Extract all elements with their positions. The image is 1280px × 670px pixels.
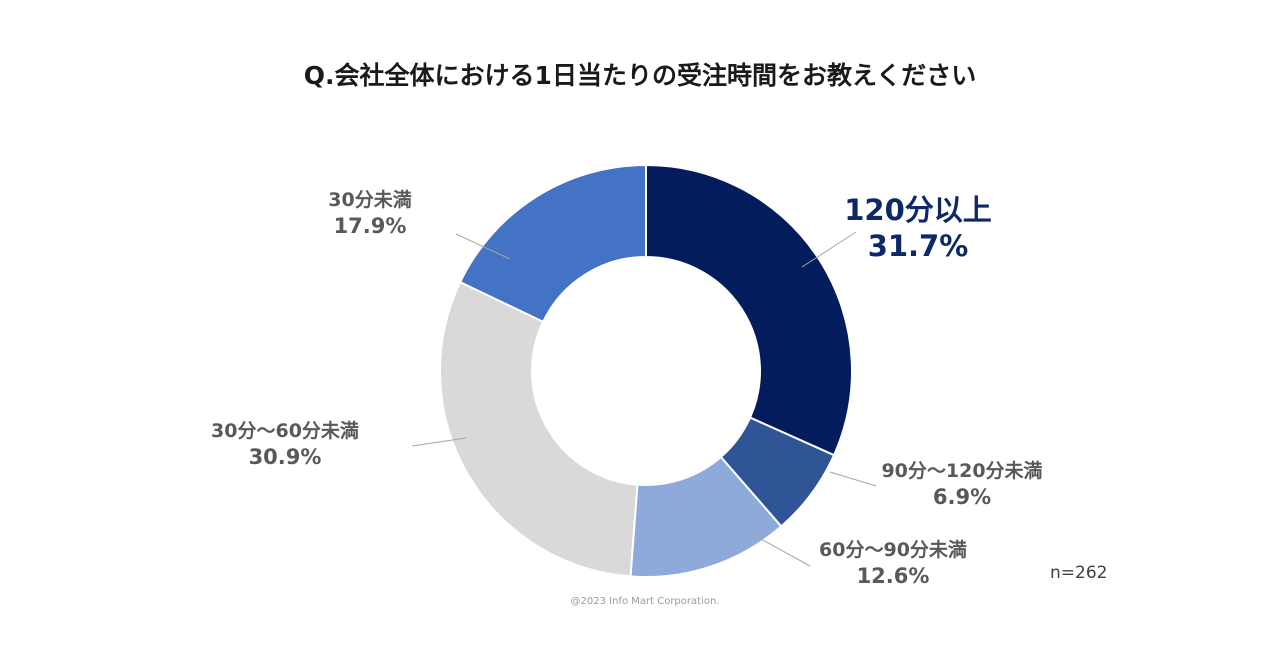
leader-line-90-120min <box>829 471 877 487</box>
label-30-60min-name: 30分〜60分未満 <box>211 420 359 442</box>
label-90-120min: 90分〜120分未満 6.9% <box>878 459 1046 511</box>
label-60-90min: 60分〜90分未満 12.6% <box>808 538 978 590</box>
copyright: @2023 Info Mart Corporation. <box>570 596 720 607</box>
label-under-30min-name: 30分未満 <box>328 189 412 211</box>
leader-line-120min-plus <box>801 231 857 268</box>
leader-line-30-60min <box>411 437 467 447</box>
label-120min-plus: 120分以上 31.7% <box>840 192 996 265</box>
label-120min-plus-pct: 31.7% <box>867 229 969 264</box>
leader-line-under-30min <box>455 233 511 260</box>
label-120min-plus-name: 120分以上 <box>844 193 992 227</box>
sample-size: n=262 <box>1050 563 1108 583</box>
label-60-90min-pct: 12.6% <box>856 563 930 588</box>
label-30-60min-pct: 30.9% <box>248 444 322 469</box>
label-30-60min: 30分〜60分未満 30.9% <box>200 419 370 471</box>
label-90-120min-name: 90分〜120分未満 <box>881 460 1043 482</box>
slice-30-60min <box>439 280 639 578</box>
chart-title: Q.会社全体における1日当たりの受注時間をお教えください <box>303 61 977 90</box>
slice-under-30min <box>458 163 647 324</box>
label-60-90min-name: 60分〜90分未満 <box>819 539 967 561</box>
label-under-30min: 30分未満 17.9% <box>312 188 428 240</box>
slice-120min-plus <box>645 163 853 457</box>
label-under-30min-pct: 17.9% <box>333 213 407 238</box>
leader-line-60-90min <box>751 533 811 567</box>
label-90-120min-pct: 6.9% <box>932 484 992 509</box>
